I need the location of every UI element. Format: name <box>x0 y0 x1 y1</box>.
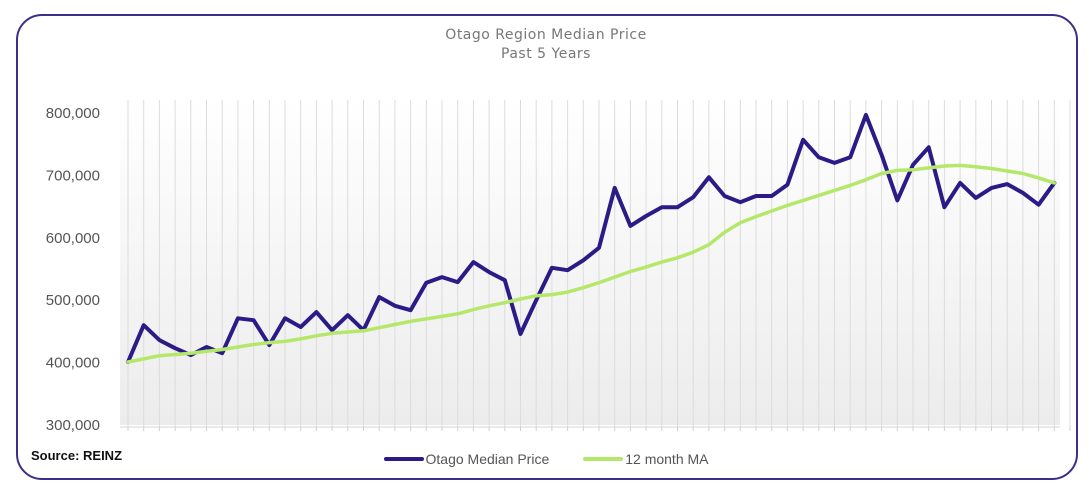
y-tick-label: 700,000 <box>46 167 100 184</box>
legend-label-ma: 12 month MA <box>625 451 709 467</box>
legend-item-median: Otago Median Price <box>383 451 550 467</box>
y-axis-ticks: 300,000 400,000 500,000 600,000 700,000 800,0… <box>46 105 100 434</box>
gridlines <box>127 100 1071 427</box>
y-tick-label: 600,000 <box>46 230 100 247</box>
x-axis-ticks <box>127 427 1071 431</box>
chart-title: Otago Region Median Price <box>445 27 647 43</box>
y-tick-label: 500,000 <box>46 292 100 309</box>
y-tick-label: 300,000 <box>46 417 100 434</box>
legend-swatch-ma <box>583 457 624 461</box>
legend-label-median: Otago Median Price <box>425 451 550 467</box>
series-line-12-month-ma <box>126 163 1057 364</box>
source-label: Source: REINZ <box>31 448 123 463</box>
series-group <box>126 112 1057 364</box>
plot-area <box>120 100 1060 425</box>
legend-item-ma: 12 month MA <box>583 451 709 467</box>
legend: Otago Median Price 12 month MA <box>0 451 1092 467</box>
legend-swatch-median <box>383 457 424 461</box>
y-tick-label: 800,000 <box>46 105 100 122</box>
chart-subtitle: Past 5 Years <box>501 46 591 62</box>
y-tick-label: 400,000 <box>46 355 100 372</box>
series-line-median-price <box>126 112 1057 364</box>
